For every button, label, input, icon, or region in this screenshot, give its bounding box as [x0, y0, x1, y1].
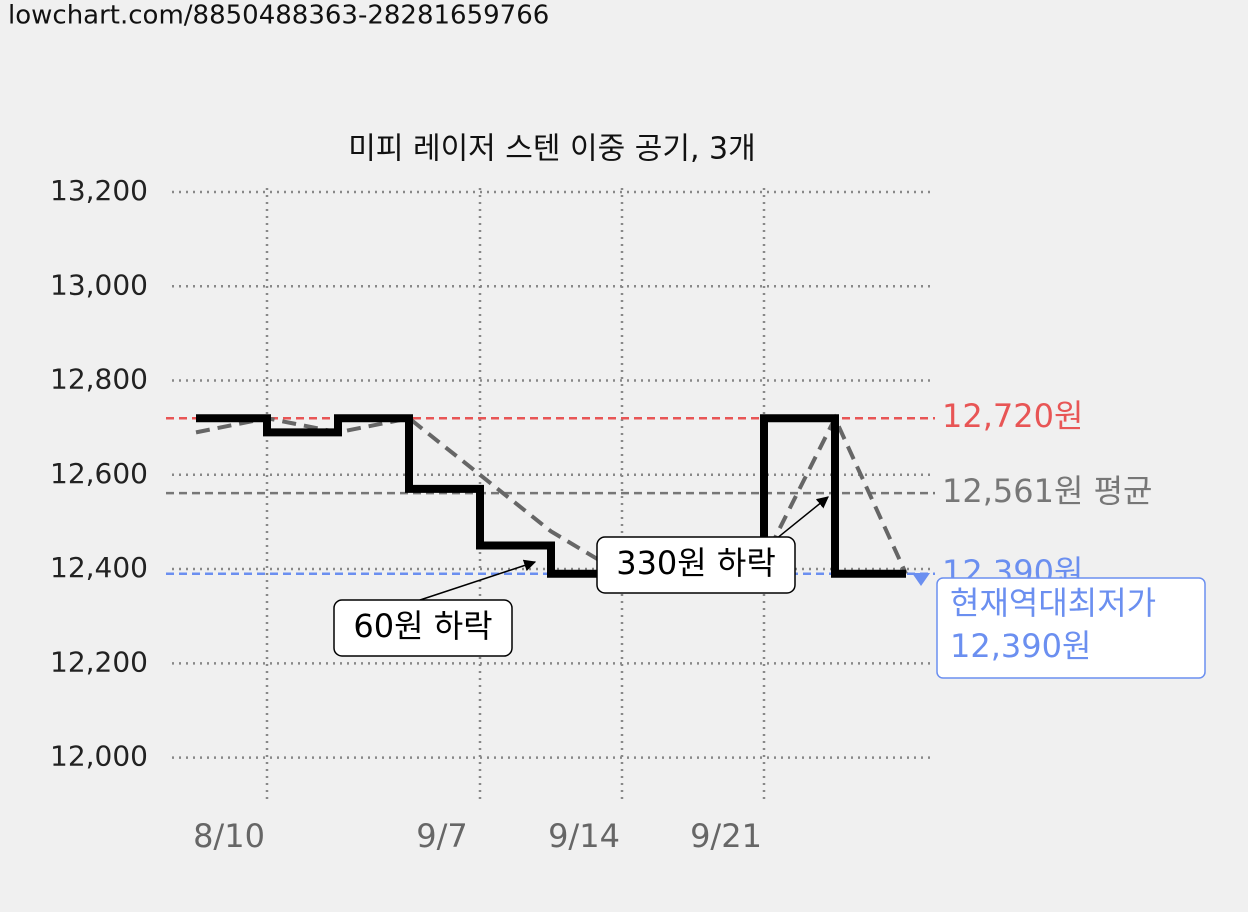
y-tick-label: 12,400: [50, 551, 148, 584]
annotation-text: 330원 하락: [616, 544, 776, 582]
x-tick-label: 8/10: [193, 817, 265, 855]
annotation-arrow: [419, 559, 537, 601]
url: lowchart.com/8850488363-28281659766: [8, 1, 549, 31]
x-tick-label: 9/7: [416, 817, 468, 855]
y-tick-label: 12,800: [50, 363, 148, 396]
lowest-marker: [912, 573, 930, 586]
y-tick-label: 13,000: [50, 268, 148, 301]
reference-label: 12,720원: [942, 397, 1083, 435]
annotation-box: [333, 599, 513, 657]
lowest-box: [936, 577, 1206, 679]
y-tick-label: 12,000: [50, 740, 148, 773]
annotation-box: [596, 536, 796, 594]
lowest-value: 12,390원: [950, 627, 1091, 665]
x-tick-label: 9/21: [690, 817, 762, 855]
chart-title: 미피 레이저 스텐 이중 공기, 3개: [348, 132, 756, 167]
reference-label: 12,561원 평균: [942, 472, 1152, 510]
y-tick-label: 12,600: [50, 457, 148, 490]
y-tick-label: 12,200: [50, 645, 148, 678]
annotation-text: 60원 하락: [353, 607, 492, 645]
y-tick-label: 13,200: [50, 174, 148, 207]
x-tick-label: 9/14: [548, 817, 620, 855]
price-line: [196, 414, 906, 578]
trend-line: [195, 413, 908, 576]
lowest-title: 현재역대최저가: [950, 584, 1156, 622]
